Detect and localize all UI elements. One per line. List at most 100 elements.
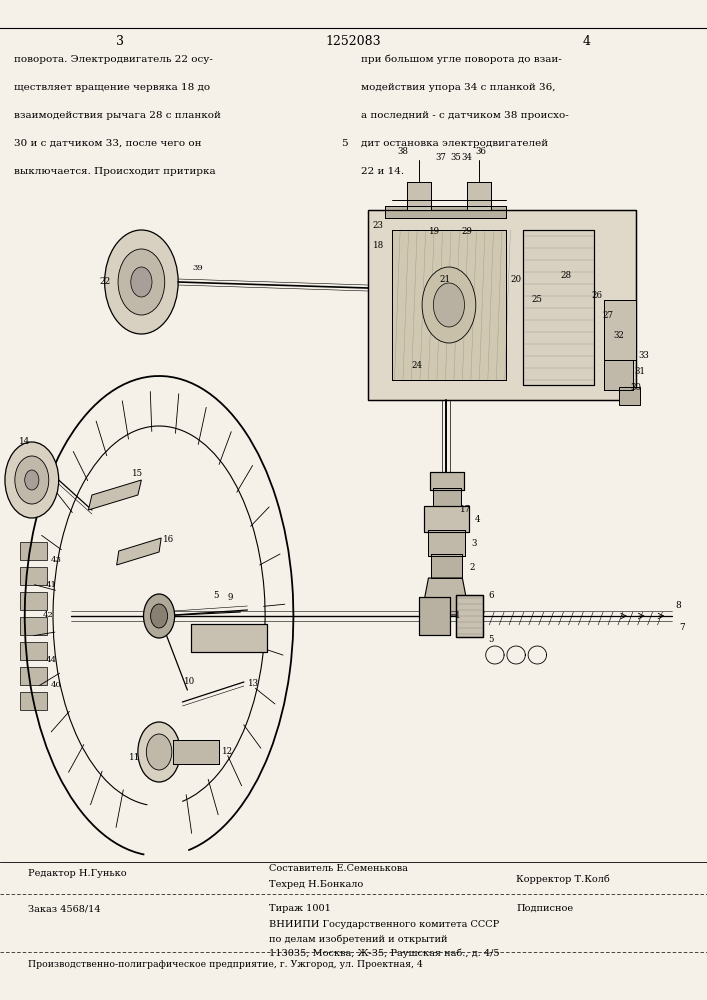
- Circle shape: [144, 594, 175, 638]
- Text: 21: 21: [440, 275, 451, 284]
- Bar: [604, 300, 636, 360]
- Text: 14: 14: [19, 438, 30, 446]
- Text: 23: 23: [373, 221, 384, 230]
- Bar: [424, 506, 469, 532]
- Text: Корректор Т.Колб: Корректор Т.Колб: [516, 874, 610, 884]
- Bar: [20, 592, 47, 610]
- Text: ВНИИПИ Государственного комитета СССР: ВНИИПИ Государственного комитета СССР: [269, 920, 499, 929]
- Text: 44: 44: [45, 656, 57, 664]
- Bar: [419, 597, 450, 635]
- Text: 30 и с датчиком 33, после чего он: 30 и с датчиком 33, после чего он: [14, 139, 201, 148]
- Text: Техред Н.Бонкало: Техред Н.Бонкало: [269, 880, 363, 889]
- Text: 5: 5: [341, 139, 348, 148]
- Polygon shape: [421, 578, 469, 615]
- Bar: [392, 230, 506, 380]
- Text: 42: 42: [42, 611, 54, 619]
- Text: 43: 43: [51, 556, 62, 564]
- Bar: [430, 472, 464, 490]
- Circle shape: [25, 470, 39, 490]
- Text: Производственно-полиграфическое предприятие, г. Ужгород, ул. Проектная, 4: Производственно-полиграфическое предприя…: [28, 960, 423, 969]
- Text: 33: 33: [638, 351, 649, 360]
- Text: Составитель Е.Семенькова: Составитель Е.Семенькова: [269, 864, 407, 873]
- Bar: [20, 667, 47, 685]
- Text: 5: 5: [213, 590, 218, 599]
- Bar: [467, 182, 491, 210]
- Bar: [20, 642, 47, 660]
- Text: 3: 3: [471, 540, 477, 548]
- Circle shape: [5, 442, 59, 518]
- Text: ществляет вращение червяка 18 до: ществляет вращение червяка 18 до: [14, 83, 210, 92]
- Bar: [407, 182, 431, 210]
- Circle shape: [433, 283, 464, 327]
- Bar: [604, 300, 636, 360]
- Polygon shape: [88, 480, 141, 510]
- Text: поворота. Электродвигатель 22 осу-: поворота. Электродвигатель 22 осу-: [14, 55, 213, 64]
- Text: 7: 7: [679, 624, 685, 633]
- Text: Тираж 1001: Тираж 1001: [269, 904, 331, 913]
- Text: 20: 20: [510, 275, 522, 284]
- Text: 29: 29: [461, 228, 472, 236]
- Bar: [433, 488, 461, 506]
- Bar: [392, 230, 506, 380]
- Text: 4: 4: [474, 516, 480, 524]
- Text: 22: 22: [99, 277, 110, 286]
- Circle shape: [15, 456, 49, 504]
- Text: 8: 8: [676, 600, 682, 609]
- Text: 1252083: 1252083: [326, 35, 381, 48]
- Polygon shape: [117, 538, 161, 565]
- Text: 30: 30: [631, 382, 642, 391]
- Text: дит остановка электродвигателей: дит остановка электродвигателей: [361, 139, 548, 148]
- Bar: [456, 595, 483, 637]
- Text: 25: 25: [532, 296, 543, 304]
- Bar: [431, 554, 462, 578]
- Text: 37: 37: [435, 152, 446, 161]
- Circle shape: [146, 734, 172, 770]
- Text: 15: 15: [132, 470, 144, 479]
- Bar: [173, 740, 219, 764]
- Bar: [191, 624, 267, 652]
- Circle shape: [422, 267, 476, 343]
- Text: 28: 28: [560, 270, 571, 279]
- Text: 6: 6: [488, 590, 493, 599]
- Text: 32: 32: [613, 330, 624, 340]
- Text: 13: 13: [247, 680, 259, 688]
- Text: 36: 36: [475, 147, 486, 156]
- Text: 18: 18: [373, 240, 384, 249]
- Bar: [604, 360, 633, 390]
- Bar: [604, 360, 633, 390]
- Text: Подписное: Подписное: [516, 904, 573, 913]
- Text: 34: 34: [461, 152, 472, 161]
- Text: 24: 24: [411, 360, 423, 369]
- Text: взаимодействия рычага 28 с планкой: взаимодействия рычага 28 с планкой: [14, 111, 221, 120]
- Bar: [368, 210, 636, 400]
- Text: 1: 1: [455, 611, 461, 620]
- Circle shape: [105, 230, 178, 334]
- Text: 26: 26: [592, 290, 603, 300]
- Text: 12: 12: [222, 748, 233, 756]
- Text: 11: 11: [129, 754, 140, 762]
- Bar: [456, 595, 483, 637]
- Bar: [424, 506, 469, 532]
- Text: выключается. Происходит притирка: выключается. Происходит притирка: [14, 167, 216, 176]
- Bar: [173, 740, 219, 764]
- Circle shape: [138, 722, 180, 782]
- Text: модействия упора 34 с планкой 36,: модействия упора 34 с планкой 36,: [361, 83, 555, 92]
- Text: 27: 27: [602, 310, 614, 320]
- Circle shape: [151, 604, 168, 628]
- Text: 2: 2: [469, 564, 475, 572]
- Text: 4: 4: [583, 35, 591, 48]
- Bar: [523, 230, 594, 385]
- Text: 31: 31: [634, 367, 645, 376]
- Bar: [428, 530, 465, 556]
- Text: 41: 41: [45, 581, 57, 589]
- Bar: [385, 206, 506, 218]
- Bar: [407, 182, 431, 210]
- Text: Редактор Н.Гунько: Редактор Н.Гунько: [28, 869, 127, 878]
- Text: 5: 5: [488, 636, 493, 645]
- Bar: [523, 230, 594, 385]
- Bar: [368, 210, 636, 400]
- Bar: [431, 554, 462, 578]
- Bar: [20, 692, 47, 710]
- Text: при большом угле поворота до взаи-: при большом угле поворота до взаи-: [361, 55, 561, 64]
- Text: 22 и 14.: 22 и 14.: [361, 167, 404, 176]
